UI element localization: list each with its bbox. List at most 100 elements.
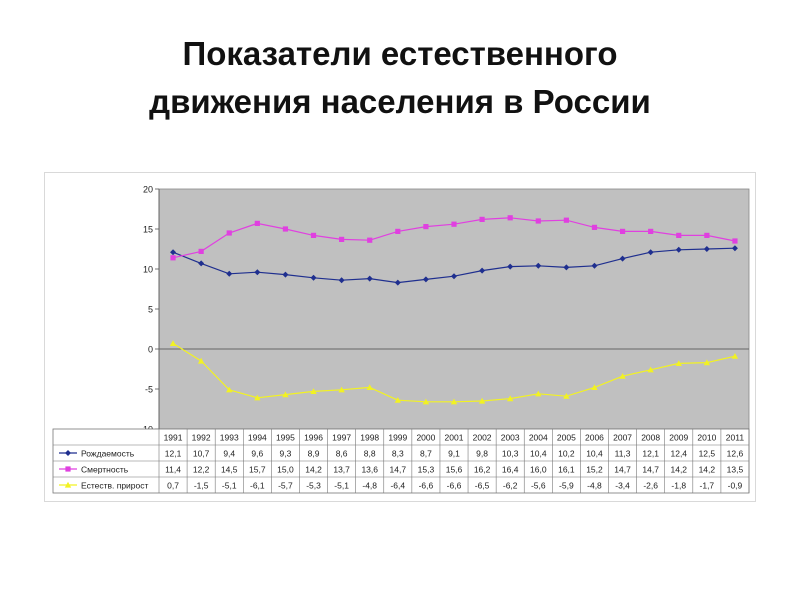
legend-marker (65, 466, 71, 472)
data-label: 14,2 (305, 465, 322, 475)
data-label: 13,5 (727, 465, 744, 475)
data-point (254, 220, 260, 226)
data-point (507, 263, 514, 270)
data-point (282, 391, 289, 398)
x-tick-label: 2005 (557, 433, 576, 443)
data-point (704, 232, 710, 238)
data-label: -5,1 (334, 481, 349, 491)
data-point (563, 264, 570, 271)
data-label: 8,8 (364, 449, 376, 459)
data-label: -5,1 (222, 481, 237, 491)
data-point (423, 224, 429, 230)
x-tick-label: 2001 (445, 433, 464, 443)
data-point (451, 273, 457, 280)
data-point (198, 248, 204, 254)
data-label: -6,6 (447, 481, 462, 491)
data-point (563, 393, 570, 399)
data-point (675, 246, 682, 253)
data-label: -5,3 (306, 481, 321, 491)
data-point (479, 267, 486, 274)
data-point (282, 271, 289, 278)
data-point (591, 262, 598, 269)
x-tick-label: 1993 (220, 433, 239, 443)
data-label: -5,9 (559, 481, 574, 491)
data-label: 16,0 (530, 465, 547, 475)
data-point (394, 279, 401, 286)
data-point (170, 255, 176, 261)
y-tick-label: 20 (143, 185, 153, 195)
data-label: -1,7 (700, 481, 715, 491)
legend-marker (65, 450, 71, 456)
data-label: 8,9 (308, 449, 320, 459)
data-point (591, 224, 598, 230)
data-point (535, 262, 542, 269)
data-point (647, 366, 654, 373)
x-tick-label: 2009 (669, 433, 688, 443)
data-point (703, 246, 710, 252)
data-label: -0,9 (728, 481, 743, 491)
data-label: 15,7 (249, 465, 266, 475)
data-point (506, 395, 514, 402)
y-tick-label: 10 (143, 265, 153, 275)
data-point (451, 221, 457, 227)
data-label: 13,6 (361, 465, 378, 475)
data-point (619, 228, 626, 234)
data-label: -6,6 (419, 481, 434, 491)
legend-label: Рождаемость (81, 449, 135, 459)
data-label: 16,4 (502, 465, 519, 475)
data-point (394, 397, 402, 403)
data-label: 14,7 (614, 465, 631, 475)
data-label: 8,6 (336, 449, 348, 459)
data-point (676, 232, 682, 238)
data-label: 14,2 (670, 465, 687, 475)
data-point (254, 269, 261, 276)
x-tick-label: 1999 (388, 433, 407, 443)
data-label: 15,3 (418, 465, 435, 475)
x-tick-label: 1992 (192, 433, 211, 443)
data-label: -3,4 (615, 481, 630, 491)
data-point (479, 216, 485, 222)
data-label: 12,4 (670, 449, 687, 459)
data-point (226, 270, 233, 277)
data-label: 11,4 (165, 465, 181, 475)
data-label: 10,2 (558, 449, 575, 459)
data-point (507, 215, 513, 221)
title-line-2: движения населения в России (149, 83, 651, 120)
data-point (366, 384, 373, 390)
data-label: 9,1 (448, 449, 460, 459)
data-label: -1,8 (671, 481, 686, 491)
x-tick-label: 2006 (585, 433, 604, 443)
data-point (619, 255, 626, 262)
data-label: 16,1 (558, 465, 575, 475)
data-label: 9,6 (251, 449, 263, 459)
data-label: -5,7 (278, 481, 293, 491)
data-label: 14,7 (390, 465, 407, 475)
data-label: 14,7 (642, 465, 659, 475)
x-tick-label: 2002 (473, 433, 492, 443)
data-label: 10,4 (586, 449, 603, 459)
data-point (339, 236, 345, 242)
data-point (197, 357, 205, 364)
data-point (535, 390, 542, 397)
data-label: 10,7 (193, 449, 210, 459)
data-label: 8,3 (392, 449, 404, 459)
data-point (169, 340, 177, 346)
data-label: 12,1 (165, 449, 182, 459)
data-point (254, 394, 261, 401)
y-tick-label: 15 (143, 225, 153, 235)
x-tick-label: 2003 (501, 433, 520, 443)
data-point (703, 359, 711, 366)
data-label: 9,4 (223, 449, 235, 459)
x-tick-label: 2000 (416, 433, 435, 443)
data-label: -6,2 (503, 481, 518, 491)
x-tick-label: 1997 (332, 433, 351, 443)
data-point (226, 386, 233, 393)
x-tick-label: 2008 (641, 433, 660, 443)
data-point (367, 237, 373, 243)
data-label: -2,6 (643, 481, 658, 491)
x-tick-label: 2011 (726, 433, 745, 443)
data-label: 15,2 (586, 465, 603, 475)
y-tick-label: -5 (145, 385, 153, 395)
x-tick-label: 1995 (276, 433, 295, 443)
title-line-1: Показатели естественного (182, 35, 618, 72)
